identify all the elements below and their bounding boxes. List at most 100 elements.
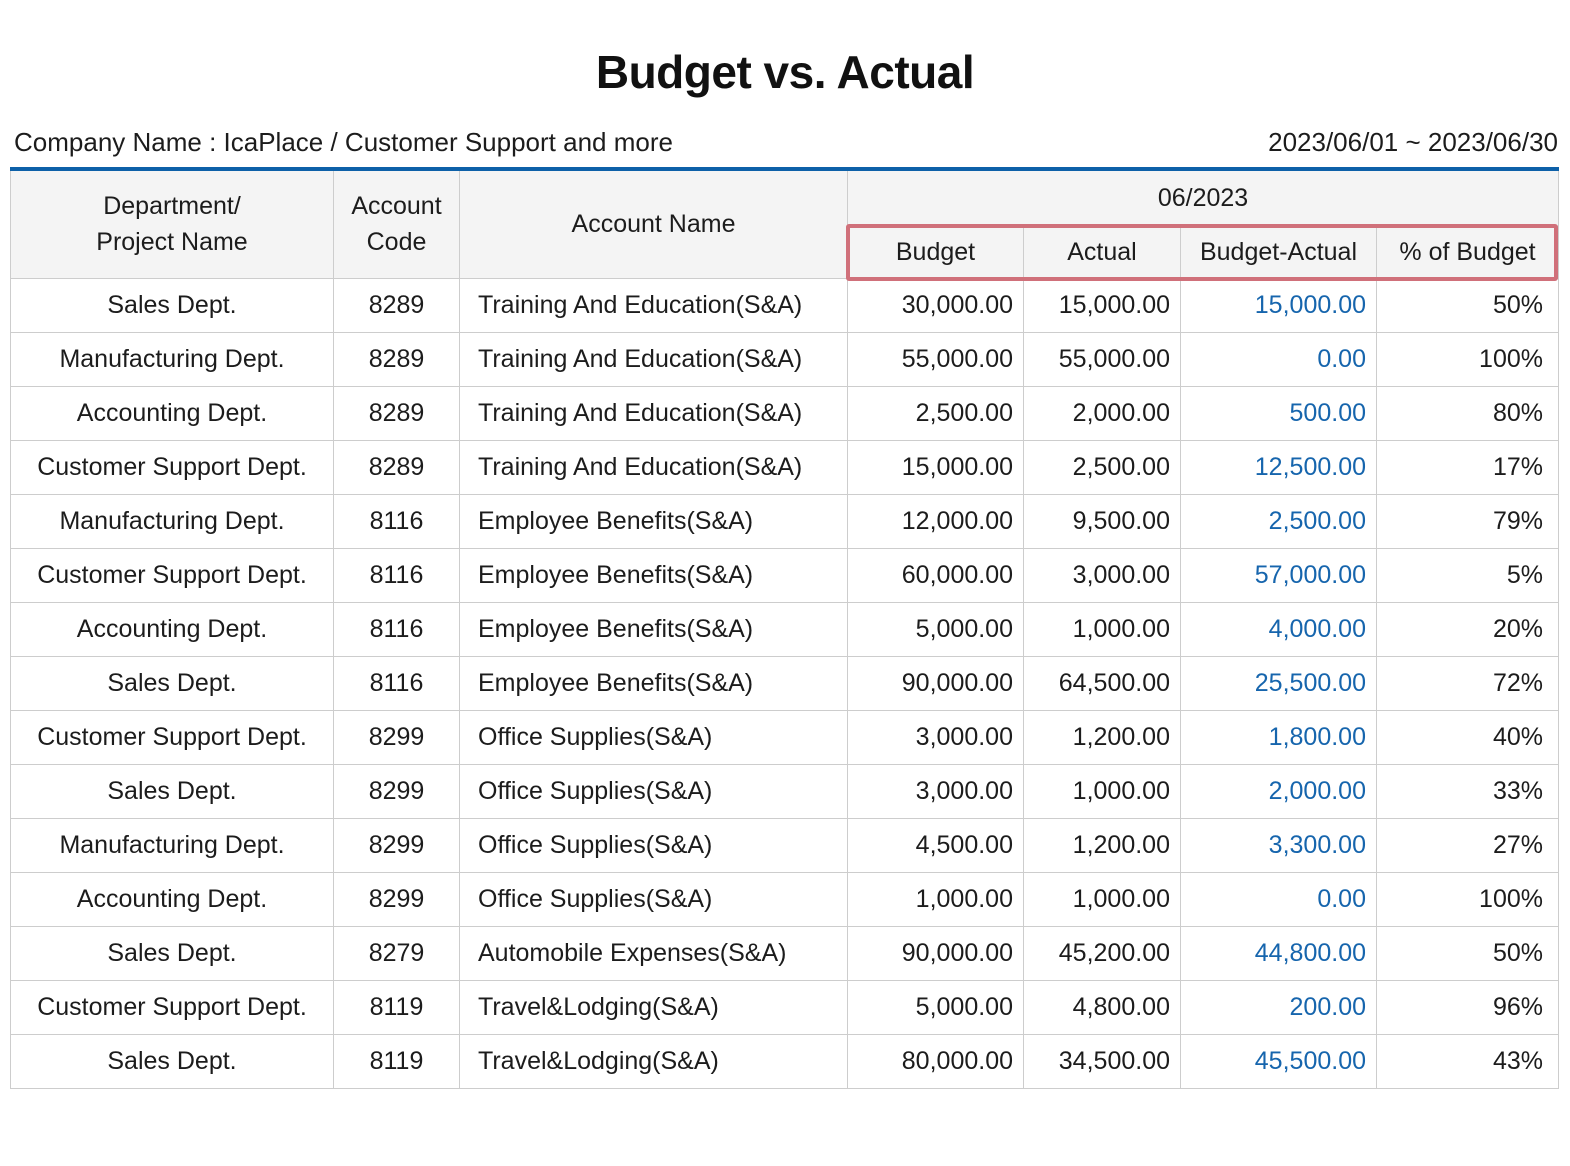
cell-department: Accounting Dept. xyxy=(10,602,334,658)
cell-account-name: Training And Education(S&A) xyxy=(459,278,848,334)
cell-account-code: 8119 xyxy=(333,980,460,1036)
cell-actual: 1,000.00 xyxy=(1023,602,1181,658)
cell-actual: 1,000.00 xyxy=(1023,764,1181,820)
cell-department: Sales Dept. xyxy=(10,764,334,820)
cell-account-name: Office Supplies(S&A) xyxy=(459,818,848,874)
cell-pct-of-budget: 100% xyxy=(1376,872,1559,928)
cell-budget: 15,000.00 xyxy=(847,440,1024,496)
cell-budget-actual: 2,000.00 xyxy=(1180,764,1377,820)
table-row: Customer Support Dept. 8299 Office Suppl… xyxy=(10,710,1559,766)
cell-actual: 1,000.00 xyxy=(1023,872,1181,928)
table-row: Accounting Dept. 8116 Employee Benefits(… xyxy=(10,602,1559,658)
cell-account-name: Automobile Expenses(S&A) xyxy=(459,926,848,982)
cell-budget-actual: 12,500.00 xyxy=(1180,440,1377,496)
cell-account-code: 8119 xyxy=(333,1034,460,1090)
cell-department: Customer Support Dept. xyxy=(10,440,334,496)
cell-actual: 1,200.00 xyxy=(1023,818,1181,874)
cell-budget-actual: 0.00 xyxy=(1180,872,1377,928)
table-row: Manufacturing Dept. 8299 Office Supplies… xyxy=(10,818,1559,874)
table-row: Accounting Dept. 8289 Training And Educa… xyxy=(10,386,1559,442)
cell-budget: 90,000.00 xyxy=(847,926,1024,982)
cell-department: Manufacturing Dept. xyxy=(10,494,334,550)
cell-actual: 2,000.00 xyxy=(1023,386,1181,442)
cell-pct-of-budget: 50% xyxy=(1376,278,1559,334)
cell-pct-of-budget: 5% xyxy=(1376,548,1559,604)
col-header-actual: Actual xyxy=(1023,226,1181,280)
cell-account-code: 8289 xyxy=(333,332,460,388)
cell-department: Sales Dept. xyxy=(10,926,334,982)
cell-budget-actual: 44,800.00 xyxy=(1180,926,1377,982)
cell-pct-of-budget: 33% xyxy=(1376,764,1559,820)
cell-budget: 5,000.00 xyxy=(847,602,1024,658)
cell-budget-actual: 45,500.00 xyxy=(1180,1034,1377,1090)
cell-account-name: Travel&Lodging(S&A) xyxy=(459,1034,848,1090)
cell-budget-actual: 57,000.00 xyxy=(1180,548,1377,604)
cell-account-name: Travel&Lodging(S&A) xyxy=(459,980,848,1036)
cell-pct-of-budget: 43% xyxy=(1376,1034,1559,1090)
col-header-budget: Budget xyxy=(847,226,1024,280)
cell-budget-actual: 0.00 xyxy=(1180,332,1377,388)
cell-pct-of-budget: 50% xyxy=(1376,926,1559,982)
col-header-account-code-line1: Account xyxy=(351,192,442,221)
cell-account-name: Employee Benefits(S&A) xyxy=(459,656,848,712)
cell-pct-of-budget: 20% xyxy=(1376,602,1559,658)
cell-department: Sales Dept. xyxy=(10,278,334,334)
table-row: Manufacturing Dept. 8289 Training And Ed… xyxy=(10,332,1559,388)
cell-actual: 2,500.00 xyxy=(1023,440,1181,496)
cell-department: Customer Support Dept. xyxy=(10,980,334,1036)
budget-vs-actual-table: Department/ Project Name Account Code Ac… xyxy=(10,166,1559,1090)
table-row: Customer Support Dept. 8116 Employee Ben… xyxy=(10,548,1559,604)
cell-department: Customer Support Dept. xyxy=(10,548,334,604)
cell-department: Sales Dept. xyxy=(10,656,334,712)
cell-account-code: 8116 xyxy=(333,656,460,712)
cell-actual: 34,500.00 xyxy=(1023,1034,1181,1090)
cell-actual: 3,000.00 xyxy=(1023,548,1181,604)
cell-account-code: 8279 xyxy=(333,926,460,982)
table-row: Manufacturing Dept. 8116 Employee Benefi… xyxy=(10,494,1559,550)
cell-pct-of-budget: 17% xyxy=(1376,440,1559,496)
col-header-account-code: Account Code xyxy=(333,168,460,280)
cell-budget: 1,000.00 xyxy=(847,872,1024,928)
col-header-account-name: Account Name xyxy=(459,168,848,280)
report-meta: Company Name : IcaPlace / Customer Suppo… xyxy=(14,127,1558,158)
col-header-department-line2: Project Name xyxy=(96,227,248,256)
cell-actual: 55,000.00 xyxy=(1023,332,1181,388)
cell-budget: 5,000.00 xyxy=(847,980,1024,1036)
company-name: Company Name : IcaPlace / Customer Suppo… xyxy=(14,126,673,157)
cell-department: Accounting Dept. xyxy=(10,386,334,442)
cell-budget: 2,500.00 xyxy=(847,386,1024,442)
cell-actual: 4,800.00 xyxy=(1023,980,1181,1036)
cell-account-code: 8289 xyxy=(333,278,460,334)
col-header-department: Department/ Project Name xyxy=(10,168,334,280)
cell-account-code: 8299 xyxy=(333,710,460,766)
cell-department: Manufacturing Dept. xyxy=(10,332,334,388)
cell-account-name: Employee Benefits(S&A) xyxy=(459,494,848,550)
cell-account-name: Office Supplies(S&A) xyxy=(459,872,848,928)
cell-department: Sales Dept. xyxy=(10,1034,334,1090)
cell-budget-actual: 4,000.00 xyxy=(1180,602,1377,658)
cell-pct-of-budget: 72% xyxy=(1376,656,1559,712)
header-row-top: Department/ Project Name Account Code Ac… xyxy=(10,168,1559,280)
cell-account-code: 8116 xyxy=(333,494,460,550)
cell-account-name: Employee Benefits(S&A) xyxy=(459,602,848,658)
cell-budget: 4,500.00 xyxy=(847,818,1024,874)
cell-department: Accounting Dept. xyxy=(10,872,334,928)
cell-actual: 64,500.00 xyxy=(1023,656,1181,712)
cell-account-code: 8116 xyxy=(333,602,460,658)
report-title: Budget vs. Actual xyxy=(595,46,975,98)
table-row: Customer Support Dept. 8119 Travel&Lodgi… xyxy=(10,980,1559,1036)
report-table-wrapper: Department/ Project Name Account Code Ac… xyxy=(10,166,1559,1090)
cell-pct-of-budget: 96% xyxy=(1376,980,1559,1036)
cell-budget: 3,000.00 xyxy=(847,764,1024,820)
cell-budget-actual: 200.00 xyxy=(1180,980,1377,1036)
cell-account-name: Office Supplies(S&A) xyxy=(459,764,848,820)
cell-budget: 60,000.00 xyxy=(847,548,1024,604)
cell-account-code: 8299 xyxy=(333,818,460,874)
table-row: Sales Dept. 8116 Employee Benefits(S&A) … xyxy=(10,656,1559,712)
cell-actual: 9,500.00 xyxy=(1023,494,1181,550)
cell-account-name: Training And Education(S&A) xyxy=(459,440,848,496)
cell-pct-of-budget: 79% xyxy=(1376,494,1559,550)
cell-account-code: 8299 xyxy=(333,764,460,820)
cell-pct-of-budget: 100% xyxy=(1376,332,1559,388)
cell-actual: 15,000.00 xyxy=(1023,278,1181,334)
